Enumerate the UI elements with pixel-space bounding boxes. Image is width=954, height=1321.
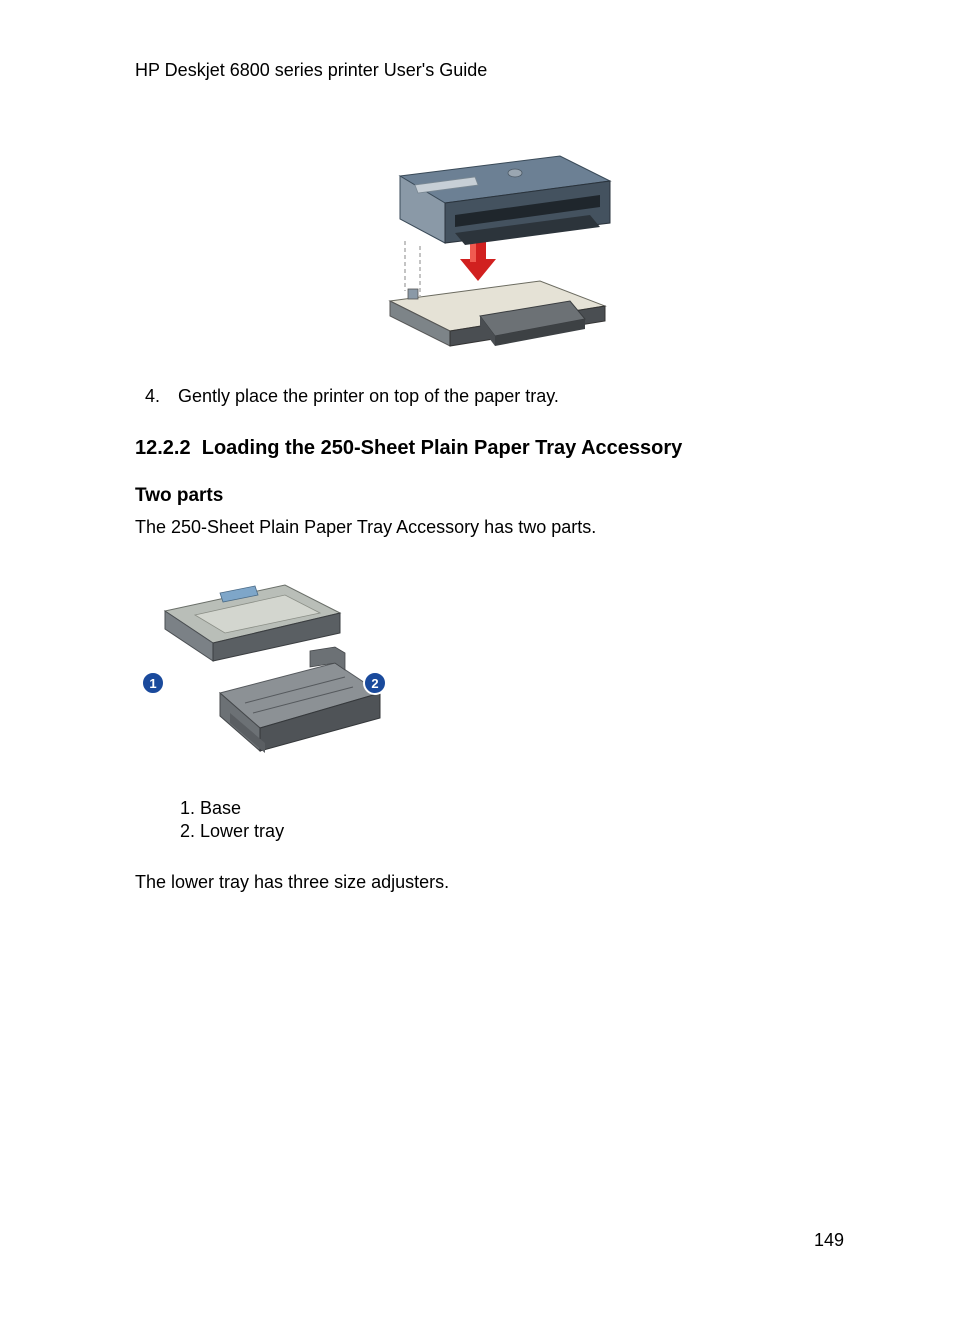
- lower-tray-part-icon: [220, 647, 380, 753]
- printer-on-tray-illustration: [360, 141, 620, 351]
- page-number: 149: [814, 1230, 844, 1251]
- parts-legend: 1. Base 2. Lower tray: [180, 798, 844, 842]
- tray-parts-illustration: 1 2: [135, 563, 395, 773]
- printer-icon: [400, 156, 610, 245]
- section-heading: 12.2.2 Loading the 250-Sheet Plain Paper…: [135, 437, 844, 460]
- section-title: Loading the 250-Sheet Plain Paper Tray A…: [202, 437, 683, 459]
- callout-2-badge: 2: [364, 672, 386, 694]
- two-parts-heading: Two parts: [135, 485, 844, 507]
- svg-text:1: 1: [149, 676, 156, 691]
- paper-tray-icon: [390, 281, 605, 346]
- callout-1-badge: 1: [142, 672, 164, 694]
- base-part-icon: [165, 585, 340, 661]
- two-parts-intro: The 250-Sheet Plain Paper Tray Accessory…: [135, 517, 844, 538]
- page-header: HP Deskjet 6800 series printer User's Gu…: [135, 60, 844, 81]
- legend-item-1: 1. Base: [180, 798, 844, 819]
- legend-2-label: Lower tray: [200, 821, 284, 841]
- followup-text: The lower tray has three size adjusters.: [135, 872, 844, 893]
- legend-item-2: 2. Lower tray: [180, 821, 844, 842]
- figure-1-container: [135, 141, 844, 351]
- document-page: HP Deskjet 6800 series printer User's Gu…: [0, 0, 954, 1321]
- legend-1-label: Base: [200, 798, 241, 818]
- figure-2-container: 1 2: [135, 563, 844, 773]
- legend-2-number: 2.: [180, 821, 195, 841]
- step-4-text: Gently place the printer on top of the p…: [178, 386, 559, 406]
- svg-text:2: 2: [371, 676, 378, 691]
- step-4-number: 4.: [145, 386, 173, 407]
- section-number: 12.2.2: [135, 437, 191, 459]
- step-4: 4. Gently place the printer on top of th…: [145, 386, 844, 407]
- legend-1-number: 1.: [180, 798, 195, 818]
